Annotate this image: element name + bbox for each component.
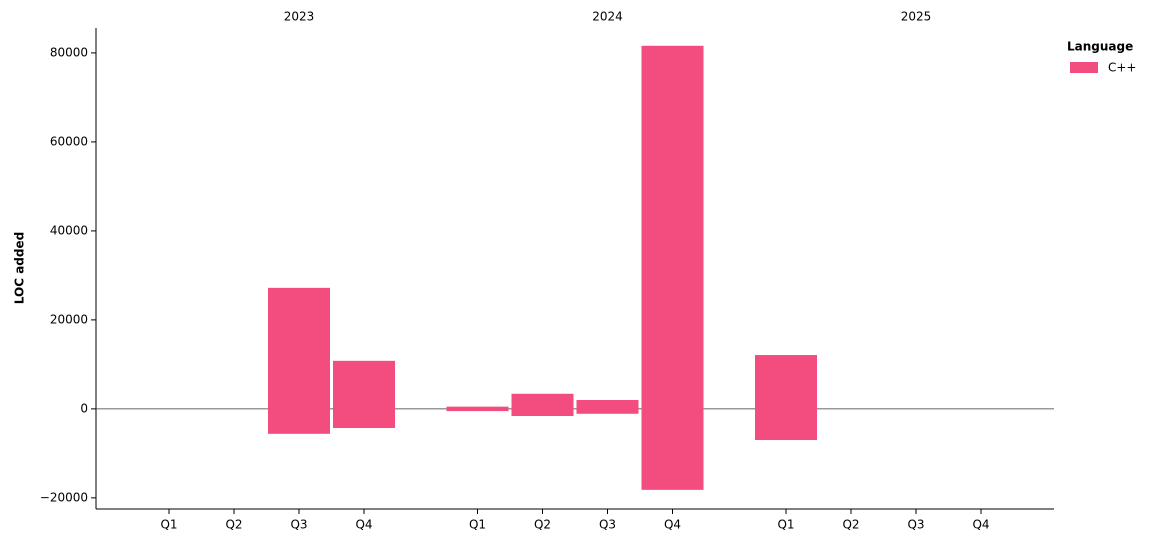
legend-title: Language: [1067, 40, 1133, 54]
x-tick-label: Q4: [972, 518, 989, 532]
x-tick-label: Q2: [225, 518, 242, 532]
bar: [755, 355, 817, 441]
y-tick-label: 20000: [50, 312, 88, 326]
x-tick-label: Q2: [534, 518, 551, 532]
x-tick-label: Q1: [160, 518, 177, 532]
bar: [641, 45, 704, 490]
bar: [333, 360, 395, 429]
bar: [576, 399, 639, 414]
x-tick-label: Q3: [290, 518, 307, 532]
bar: [268, 287, 330, 434]
y-tick-label: 60000: [50, 134, 88, 148]
y-tick-label: 80000: [50, 45, 88, 59]
x-tick-label: Q4: [664, 518, 681, 532]
y-tick-label: −20000: [40, 490, 88, 504]
y-tick-label: 0: [80, 401, 88, 415]
x-tick-label: Q1: [469, 518, 486, 532]
group-label: 2025: [901, 10, 932, 24]
group-label: 2024: [592, 10, 623, 24]
x-tick-label: Q3: [907, 518, 924, 532]
group-label: 2023: [284, 10, 315, 24]
x-tick-label: Q2: [842, 518, 859, 532]
legend-label: C++: [1108, 61, 1137, 75]
y-axis-label: LOC added: [13, 232, 27, 304]
legend-swatch: [1070, 62, 1098, 73]
bar: [446, 406, 509, 412]
y-tick-label: 40000: [50, 223, 88, 237]
bar: [511, 393, 574, 417]
x-tick-label: Q4: [355, 518, 372, 532]
x-tick-label: Q3: [599, 518, 616, 532]
x-tick-label: Q1: [777, 518, 794, 532]
